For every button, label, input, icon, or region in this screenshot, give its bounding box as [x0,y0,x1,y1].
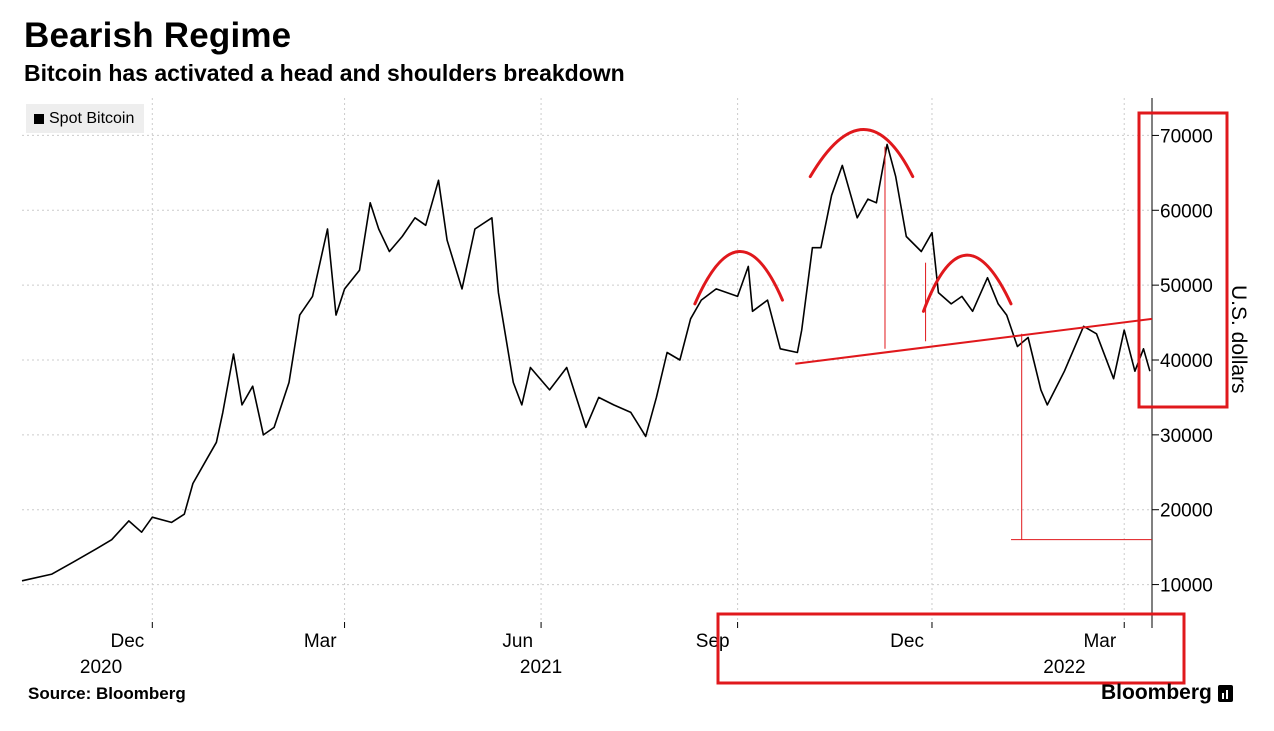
x-tick-label: Sep [696,631,730,652]
x-year-label: 2021 [520,657,562,678]
bloomberg-chart-icon [1217,684,1233,702]
y-axis-title-wrap: U.S. dollars [1220,285,1260,450]
legend-swatch [34,113,44,124]
y-tick-label: 30000 [1160,426,1213,447]
y-tick-label: 70000 [1160,126,1213,147]
series-line-spot-bitcoin [21,143,1151,582]
y-tick-label: 20000 [1160,501,1213,522]
x-tick-label: Dec [890,631,924,652]
y-tick-label: 10000 [1160,576,1213,597]
y-tick-label: 60000 [1160,201,1213,222]
x-tick-label: Mar [1083,631,1116,652]
legend-label: Spot Bitcoin [49,109,135,127]
x-tick-label: Mar [304,631,337,652]
right-shoulder-arc [921,253,1013,313]
y-tick-label: 40000 [1160,351,1213,372]
x-year-label: 2022 [1043,657,1085,678]
chart-title: Bearish Regime [24,16,292,55]
x-axis-highlight-box [716,612,1186,685]
head-arc [808,127,915,179]
y-tick-label: 50000 [1160,276,1213,297]
left-shoulder-arc [693,249,784,306]
bloomberg-logo: Bloomberg [1101,681,1233,705]
chart-subtitle: Bitcoin has activated a head and shoulde… [24,60,625,86]
brand-name: Bloomberg [1101,681,1212,704]
legend: Spot Bitcoin [26,104,145,133]
neckline [795,317,1153,365]
y-axis-highlight-box [1137,111,1229,409]
y-axis-title: U.S. dollars [1227,285,1250,394]
x-tick-label: Jun [502,631,533,652]
x-year-label: 2020 [80,657,122,678]
x-tick-label: Dec [111,631,145,652]
source-note: Source: Bloomberg [28,684,186,703]
